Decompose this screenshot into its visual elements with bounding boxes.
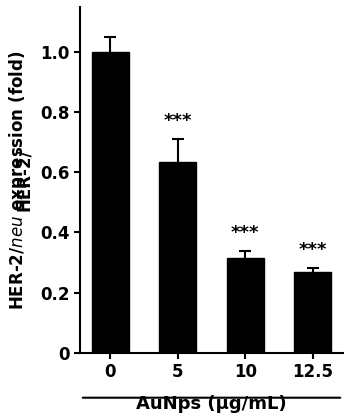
Bar — [227, 258, 264, 353]
Text: ***: *** — [163, 112, 192, 130]
Text: ***: *** — [298, 241, 327, 259]
Y-axis label: HER-2/$\it{neu}$ expression (fold): HER-2/$\it{neu}$ expression (fold) — [7, 50, 29, 310]
Bar — [159, 162, 196, 353]
Text: HER-2/: HER-2/ — [15, 149, 33, 211]
Text: ***: *** — [231, 224, 259, 242]
X-axis label: AuNps (μg/mL): AuNps (μg/mL) — [136, 395, 287, 413]
Bar — [92, 52, 129, 353]
Bar — [294, 272, 331, 353]
